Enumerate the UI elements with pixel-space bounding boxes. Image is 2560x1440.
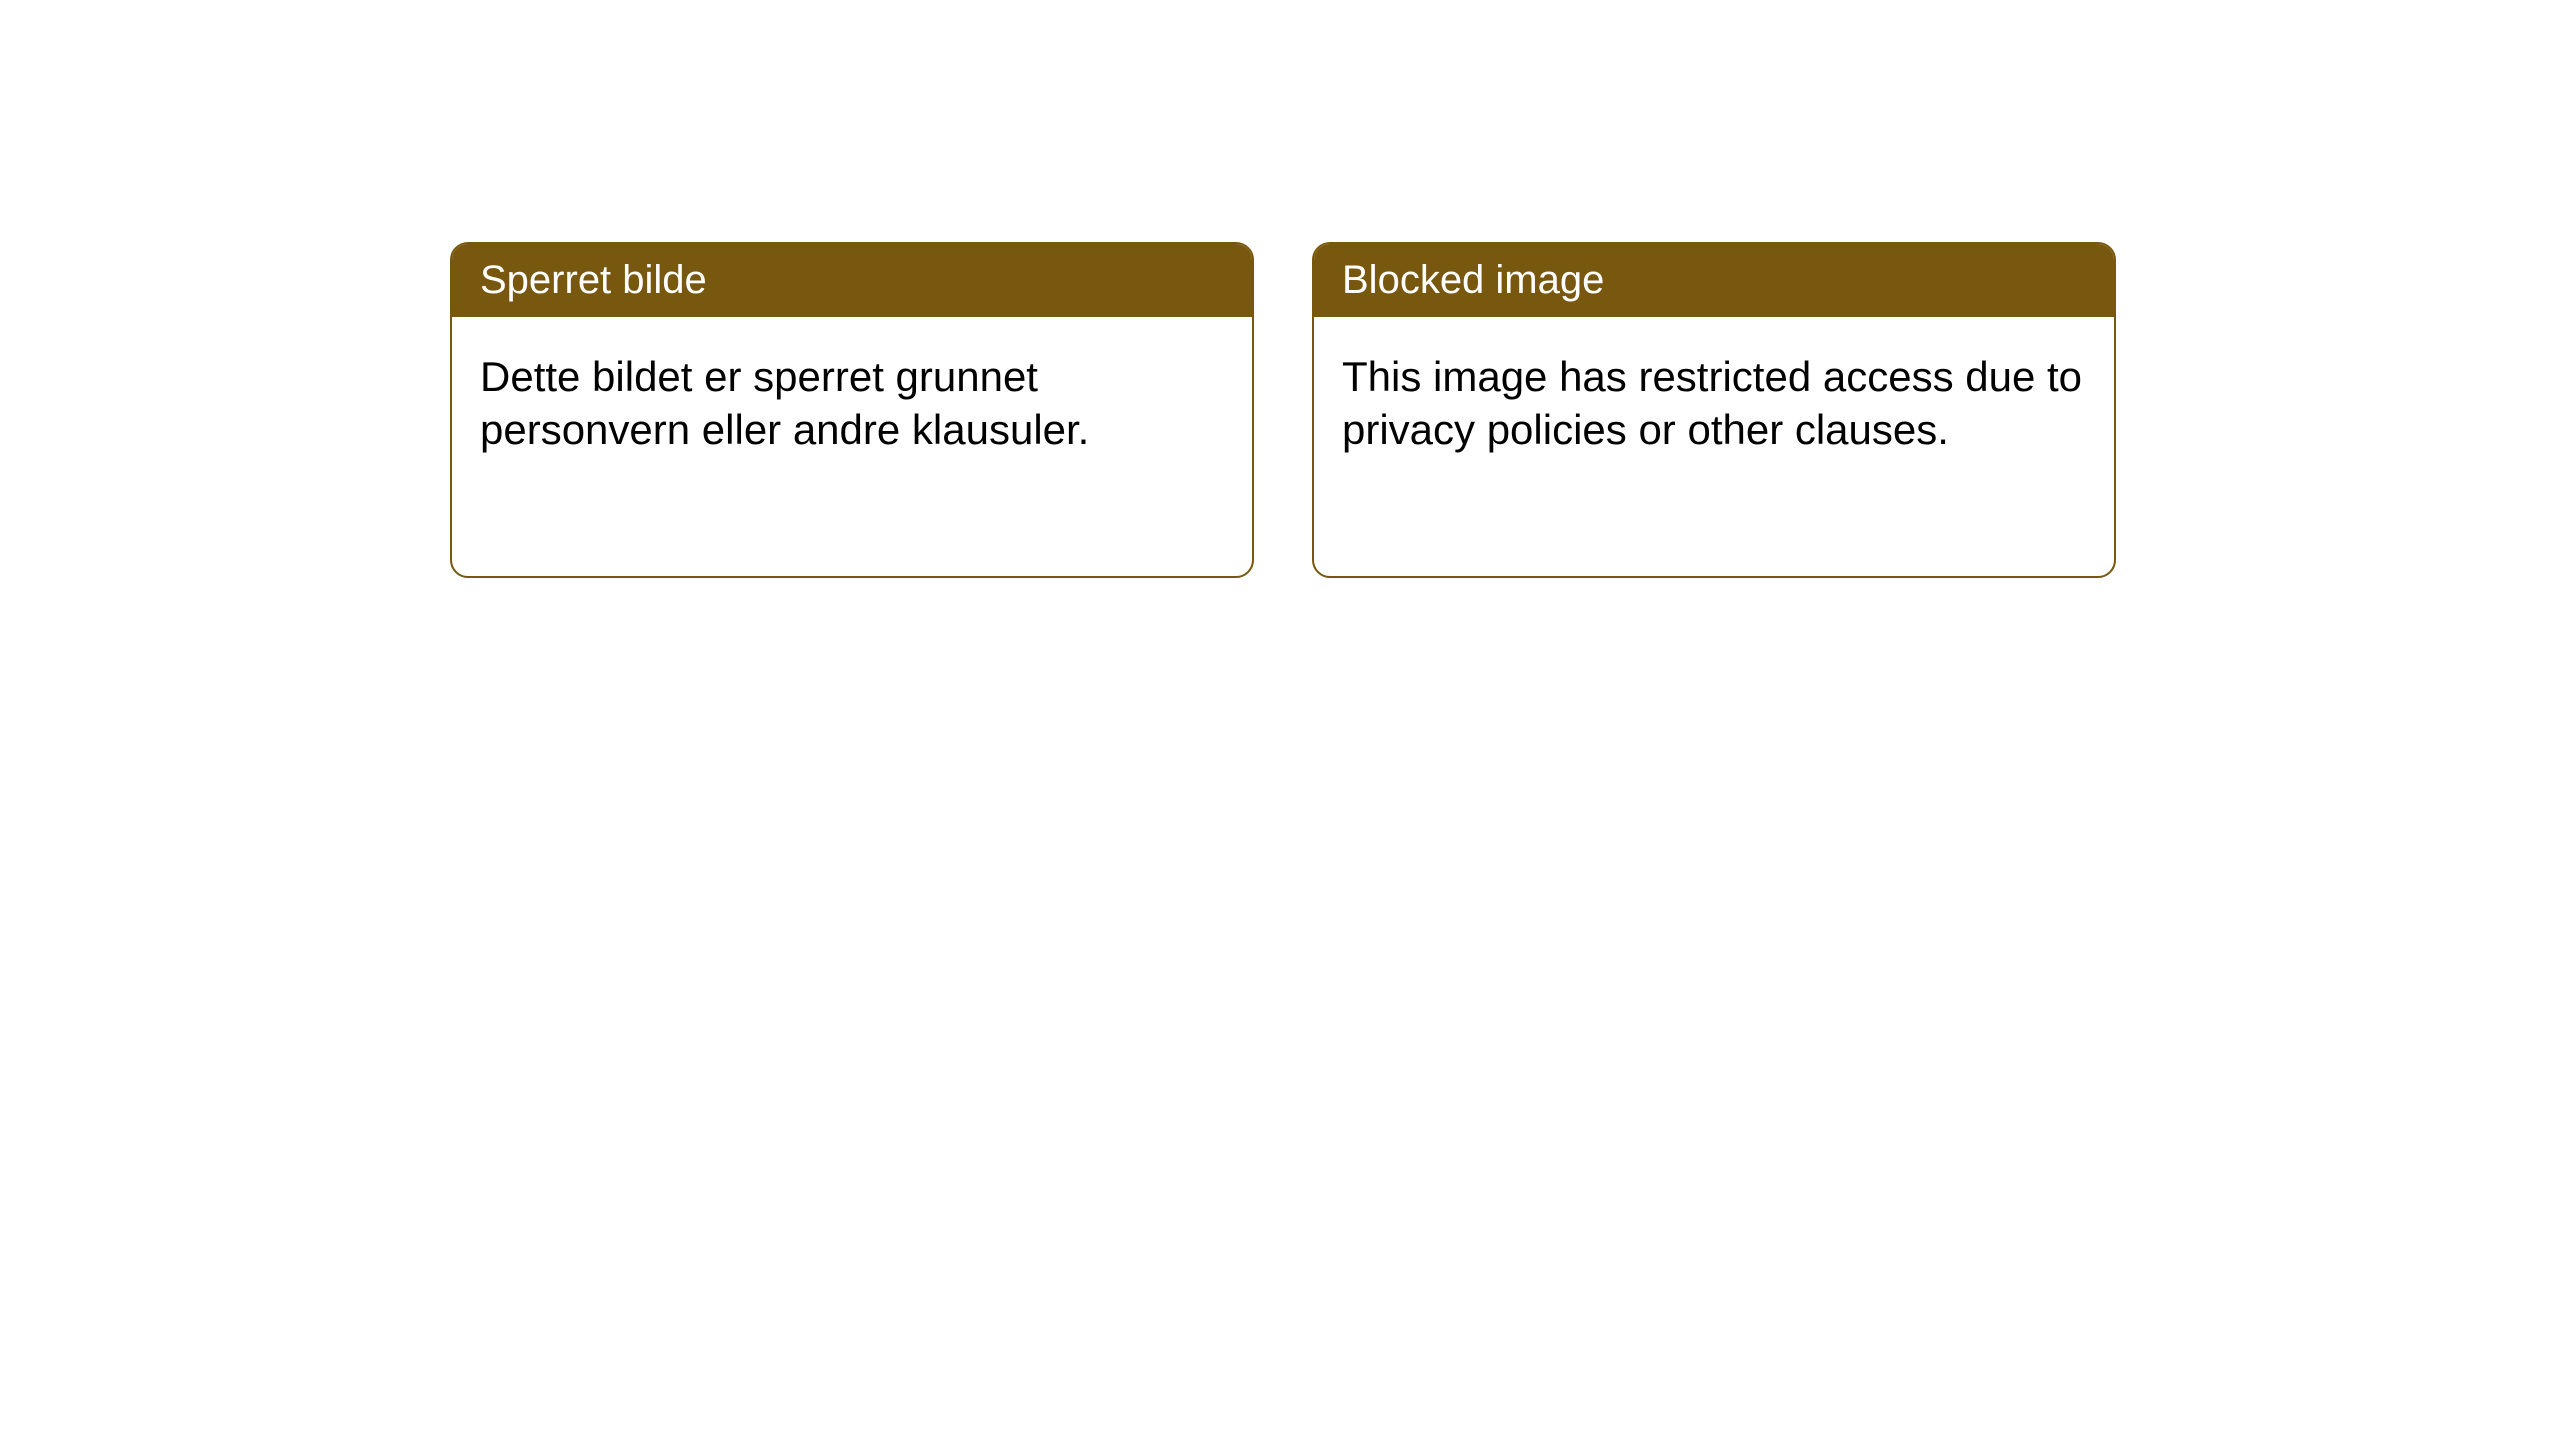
blocked-image-card-en: Blocked image This image has restricted … [1312,242,2116,578]
blocked-image-cards: Sperret bilde Dette bildet er sperret gr… [450,242,2560,578]
card-title: Blocked image [1342,258,1604,302]
blocked-image-card-no: Sperret bilde Dette bildet er sperret gr… [450,242,1254,578]
card-body: This image has restricted access due to … [1314,317,2114,490]
card-header: Blocked image [1314,244,2114,317]
card-body: Dette bildet er sperret grunnet personve… [452,317,1252,490]
card-title: Sperret bilde [480,258,707,302]
card-message: Dette bildet er sperret grunnet personve… [480,353,1089,453]
card-header: Sperret bilde [452,244,1252,317]
card-message: This image has restricted access due to … [1342,353,2082,453]
